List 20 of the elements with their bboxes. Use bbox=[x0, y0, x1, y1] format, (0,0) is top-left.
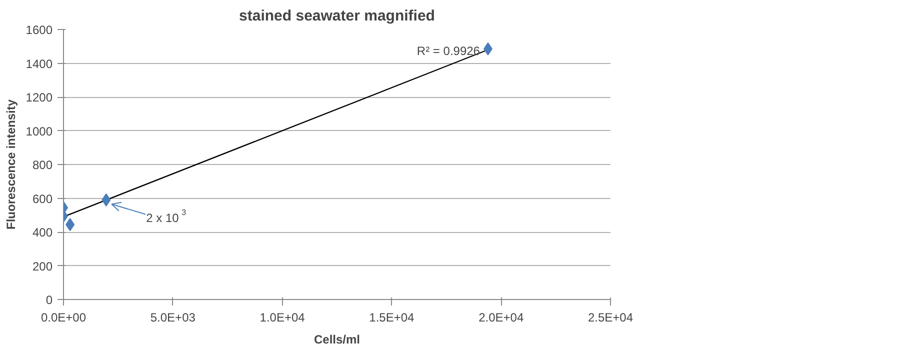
y-axis-title: Fluorescence intensity bbox=[4, 99, 18, 230]
annotation: R² = 0.9926 bbox=[416, 44, 480, 58]
x-tick-label: 1.5E+04 bbox=[369, 310, 415, 324]
y-tick-label: 1400 bbox=[26, 56, 53, 71]
x-tick-label: 0.0E+00 bbox=[40, 310, 86, 324]
y-tick-label: 800 bbox=[32, 158, 53, 172]
y-tick-label: 1000 bbox=[26, 124, 53, 138]
x-tick-label: 5.0E+03 bbox=[150, 310, 196, 324]
x-tick-label: 2.0E+04 bbox=[478, 310, 524, 324]
chart-title: stained seawater magnified bbox=[239, 8, 435, 24]
y-tick-label: 1200 bbox=[26, 90, 53, 104]
y-tick-label: 600 bbox=[32, 192, 53, 206]
x-tick-label: 2.5E+04 bbox=[588, 310, 634, 324]
y-tick-label: 200 bbox=[32, 259, 53, 274]
x-axis-title: Cells/ml bbox=[314, 332, 360, 346]
y-tick-label: 1600 bbox=[26, 23, 53, 37]
x-tick-label: 1.0E+04 bbox=[260, 310, 306, 324]
y-tick-label: 400 bbox=[32, 226, 53, 240]
point bbox=[483, 42, 492, 56]
y-tick-label: 0 bbox=[46, 293, 53, 307]
